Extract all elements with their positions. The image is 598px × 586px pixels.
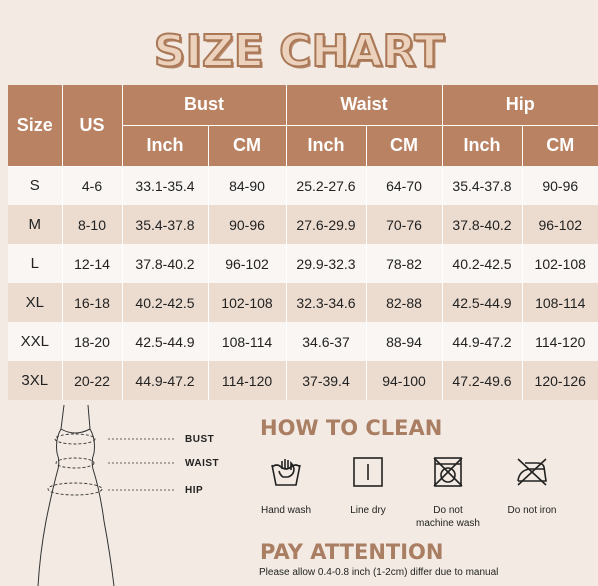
measure-cell: 90-96 [522,166,598,205]
table-row: M 8-10 35.4-37.8 90-96 27.6-29.9 70-76 37.8-40… [8,205,598,244]
size-cell: M [8,205,63,244]
measure-cell: 44.9-47.2 [442,322,523,361]
measure-cell: 42.5-44.9 [122,322,209,361]
us-cell: 4-6 [62,166,123,205]
measure-cell: 120-126 [522,361,598,400]
us-cell: 8-10 [62,205,123,244]
us-cell: 18-20 [62,322,123,361]
measure-cell: 70-76 [366,205,443,244]
measure-cell: 64-70 [366,166,443,205]
hip-label: HIP [185,485,204,496]
page-title: SIZE CHART [153,25,445,78]
measure-cell: 94-100 [366,361,443,400]
line-dry-icon [353,457,383,487]
how-to-clean-title: HOW TO CLEAN [260,416,443,440]
care-item-hand-wash: Hand wash [253,455,319,517]
size-cell: XXL [8,322,63,361]
measure-cell: 35.4-37.8 [122,205,209,244]
measure-cell: 96-102 [208,244,287,283]
measure-cell: 90-96 [208,205,287,244]
unit-header: Inch [122,125,209,166]
measure-cell: 82-88 [366,283,443,322]
measure-cell: 44.9-47.2 [122,361,209,400]
table-row: S 4-6 33.1-35.4 84-90 25.2-27.6 64-70 35.4-37.… [8,166,598,205]
care-label: Hand wash [260,505,312,516]
size-chart-table: Size US Bust Waist Hip Inch CM Inch CM I… [8,85,598,400]
measure-cell: 47.2-49.6 [442,361,523,400]
us-column-header: US [62,85,123,167]
size-cell: 3XL [8,361,63,400]
table-row: 3XL 20-22 44.9-47.2 114-120 37-39.4 94-100 47.… [8,361,598,400]
bust-group-header: Bust [122,85,287,126]
measure-cell: 37.8-40.2 [122,244,209,283]
measure-cell: 35.4-37.8 [442,166,523,205]
measure-cell: 27.6-29.9 [286,205,367,244]
lower-section: BUST WAIST HIP HOW TO CLEAN Hand wash Li… [0,403,598,586]
measure-cell: 114-120 [522,322,598,361]
measure-cell: 84-90 [208,166,287,205]
care-item-no-machine-wash: Do not machine wash [408,455,488,530]
measure-cell: 102-108 [208,283,287,322]
measure-cell: 25.2-27.6 [286,166,367,205]
no-machine-wash-icon [433,457,463,487]
us-cell: 16-18 [62,283,123,322]
measure-cell: 108-114 [208,322,287,361]
table-row: XL 16-18 40.2-42.5 102-108 32.3-34.6 82-88 42.… [8,283,598,322]
measure-lines [108,438,174,491]
size-cell: XL [8,283,63,322]
waist-label: WAIST [185,458,220,469]
measure-cell: 29.9-32.3 [286,244,367,283]
care-item-line-dry: Line dry [339,455,397,517]
us-cell: 20-22 [62,361,123,400]
size-column-header: Size [8,85,63,167]
unit-header: CM [208,125,287,166]
unit-header: CM [522,125,598,166]
size-cell: L [8,244,63,283]
measure-cell: 37.8-40.2 [442,205,523,244]
pay-attention-title: PAY ATTENTION [260,540,444,564]
care-item-no-iron: Do not iron [496,455,568,517]
measure-cell: 114-120 [208,361,287,400]
care-label: Do not [433,505,463,516]
measure-cell: 78-82 [366,244,443,283]
care-label: Line dry [350,505,386,516]
table-row: XXL 18-20 42.5-44.9 108-114 34.6-37 88-94 44.9… [8,322,598,361]
measure-cell: 37-39.4 [286,361,367,400]
unit-header: Inch [442,125,523,166]
measure-cell: 88-94 [366,322,443,361]
unit-header: CM [366,125,443,166]
hand-wash-icon [271,459,301,486]
care-label: machine wash [416,518,480,529]
measure-cell: 96-102 [522,205,598,244]
attention-note: Please allow 0.4-0.8 inch (1-2cm) differ… [259,567,499,578]
table-row: L 12-14 37.8-40.2 96-102 29.9-32.3 78-82 40.2-… [8,244,598,283]
us-cell: 12-14 [62,244,123,283]
care-label: Do not iron [507,505,557,516]
unit-header: Inch [286,125,367,166]
waist-group-header: Waist [286,85,443,126]
no-iron-icon [517,458,547,486]
measure-cell: 33.1-35.4 [122,166,209,205]
measure-cell: 108-114 [522,283,598,322]
measure-cell: 40.2-42.5 [122,283,209,322]
hip-group-header: Hip [442,85,598,126]
measure-cell: 102-108 [522,244,598,283]
measure-cell: 42.5-44.9 [442,283,523,322]
bust-label: BUST [185,434,215,445]
dress-illustration [37,404,115,586]
measure-cell: 40.2-42.5 [442,244,523,283]
measure-cell: 34.6-37 [286,322,367,361]
measure-cell: 32.3-34.6 [286,283,367,322]
size-cell: S [8,166,63,205]
